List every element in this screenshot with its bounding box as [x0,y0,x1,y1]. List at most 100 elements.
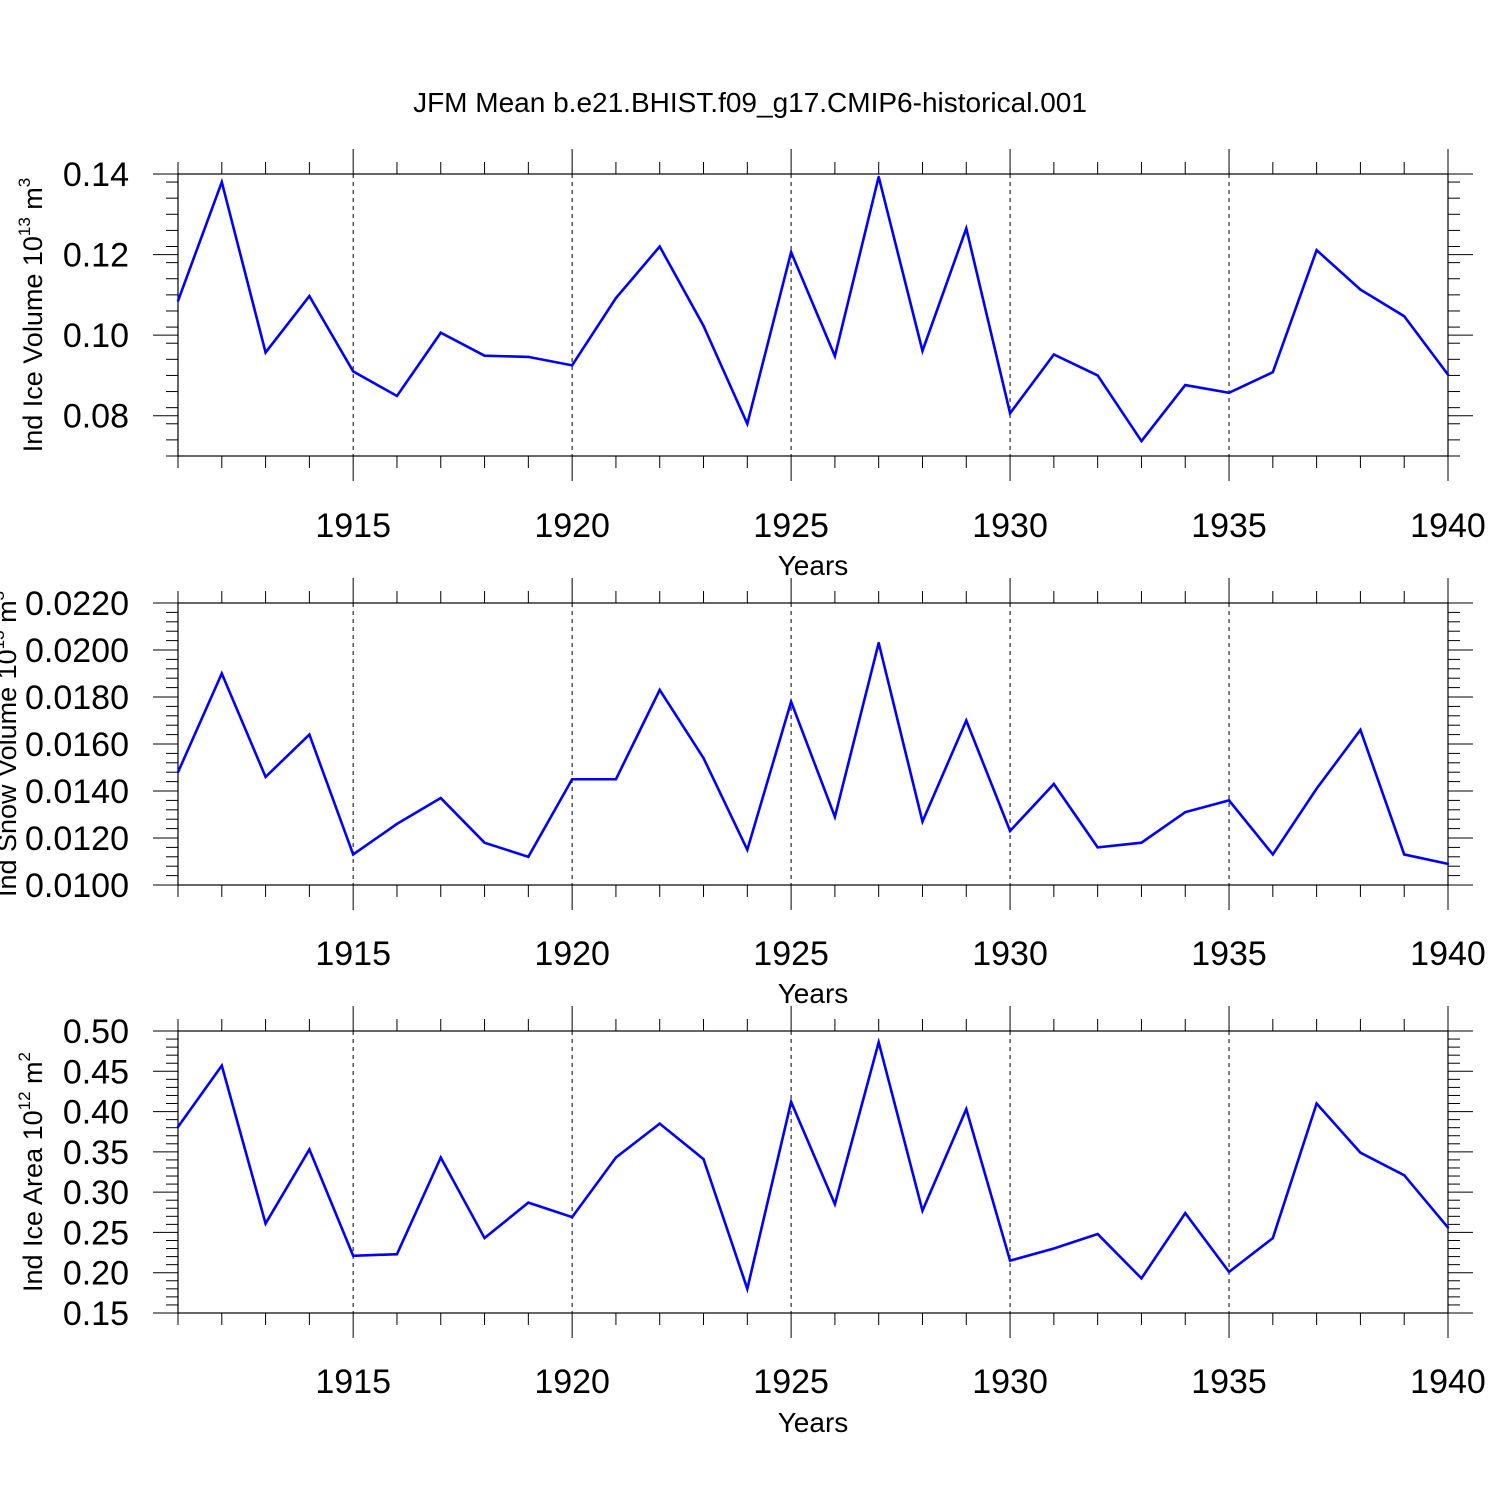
data-point [1315,787,1318,790]
data-point [614,778,618,781]
data-point [746,422,749,425]
chart-title: JFM Mean b.e21.BHIST.f09_g17.CMIP6-histo… [413,87,1087,118]
data-point [570,1215,574,1219]
data-point [1052,782,1056,786]
x-tick-label: 1935 [1191,935,1267,973]
data-point [1184,810,1187,814]
data-point [439,1156,442,1159]
data-point [308,294,311,298]
data-point [1359,288,1362,291]
data-point [1446,1226,1450,1229]
data-point [1052,1247,1056,1250]
data-point [1227,799,1231,802]
x-tick-label: 1930 [972,507,1048,545]
data-point [1403,853,1406,856]
y-tick-label: 0.45 [63,1053,129,1091]
y-axis-label-unit-exp: 3 [0,591,8,600]
data-point [527,855,530,858]
y-tick-label: 0.12 [63,237,129,275]
data-point [308,1148,311,1151]
y-tick-label: 0.35 [63,1134,129,1172]
data-point [965,719,968,722]
data-point [570,778,574,781]
x-tick-label: 1940 [1410,935,1486,973]
data-point [395,1252,399,1256]
y-axis-label-exp: 12 [15,1091,34,1110]
y-tick-label: 0.40 [63,1094,129,1132]
x-tick-label: 1925 [753,507,829,545]
y-axis-label: Ind Ice Area 1012 m2 [15,1052,48,1292]
y-axis-label-unit: m [18,1061,48,1091]
data-point [1315,248,1318,252]
plot-frame [177,173,1449,457]
data-point [1446,862,1450,866]
y-tick-label: 0.14 [63,156,129,194]
data-point [220,1064,223,1067]
data-point [439,331,442,334]
data-point [1140,1277,1143,1280]
data-point [789,700,793,703]
data-point [1008,412,1012,415]
x-tick-label: 1920 [534,507,610,545]
data-point [395,822,399,826]
x-axis-label: Years [778,978,849,1009]
y-axis-label-exp: 13 [0,630,8,649]
data-point [877,1041,880,1044]
data-point [658,245,661,248]
y-tick-label: 0.0200 [25,632,129,670]
data-point [1184,383,1187,387]
x-tick-label: 1930 [972,1363,1048,1401]
data-point [1140,439,1143,443]
x-tick-label: 1930 [972,935,1048,973]
data-point [176,299,180,303]
y-tick-label: 0.20 [63,1255,129,1293]
data-point [1403,1174,1406,1177]
data-point [176,771,180,774]
data-point [833,354,837,358]
data-point [1271,1236,1275,1240]
data-point [1227,1270,1231,1274]
data-point [527,355,530,359]
data-point [921,349,924,353]
series-line-ice-volume [176,176,1450,444]
x-tick-label: 1920 [534,935,610,973]
data-point [351,853,355,856]
y-tick-label: 0.25 [63,1214,129,1252]
data-point [570,364,574,367]
data-point [877,641,880,645]
data-point [702,324,705,328]
series-line-ice-area [176,1037,1449,1294]
y-tick-label: 0.0180 [25,679,129,717]
x-tick-label: 1915 [315,507,391,545]
data-point [1271,371,1275,374]
y-tick-label: 0.15 [63,1295,129,1333]
y-axis-label-main: Ind Ice Volume 10 [18,236,48,452]
y-tick-label: 0.30 [63,1174,129,1212]
data-point [1096,374,1099,377]
y-tick-label: 0.0160 [25,726,129,764]
y-tick-label: 0.0140 [25,773,129,811]
y-tick-label: 0.0220 [25,585,129,623]
y-axis-label-exp: 13 [15,217,34,236]
y-axis-label-main: Ind Snow Volume 10 [0,649,22,897]
data-point [220,180,223,184]
x-axis-label: Years [778,1407,849,1438]
data-point [921,1209,924,1212]
data-point [1096,1232,1099,1236]
x-axis-label: Years [778,550,849,581]
y-tick-label: 0.0100 [25,867,129,905]
data-point [833,1203,837,1206]
data-point [877,175,880,179]
data-point [1140,841,1143,844]
data-point [395,394,399,398]
x-tick-label: 1940 [1410,507,1486,545]
y-axis-label-unit: m [0,600,22,630]
y-tick-label: 0.08 [63,398,129,436]
data-point [746,1287,749,1291]
data-point [1271,853,1275,856]
y-axis-label-unit-exp: 3 [15,178,34,187]
data-point [1359,728,1362,732]
data-point [264,775,267,779]
data-point [789,250,793,254]
